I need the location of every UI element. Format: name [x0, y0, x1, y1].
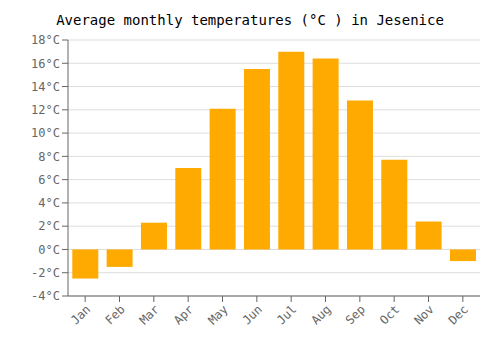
- svg-text:Jan: Jan: [68, 302, 93, 327]
- svg-text:Oct: Oct: [377, 302, 402, 327]
- svg-text:8°C: 8°C: [38, 150, 60, 164]
- svg-text:18°C: 18°C: [31, 33, 60, 47]
- html-text:Average monthly temperatures (: Average monthly temperatures (°C ) in Je…: [56, 12, 444, 28]
- svg-text:Feb: Feb: [102, 302, 127, 327]
- svg-text:16°C: 16°C: [31, 57, 60, 71]
- svg-text:6°C: 6°C: [38, 173, 60, 187]
- svg-text:Nov: Nov: [411, 302, 436, 327]
- svg-text:Mar: Mar: [137, 302, 162, 327]
- svg-text:Aug: Aug: [308, 302, 333, 327]
- svg-text:-4°C: -4°C: [31, 289, 60, 303]
- svg-text:4°C: 4°C: [38, 196, 60, 210]
- svg-text:14°C: 14°C: [31, 80, 60, 94]
- svg-text:12°C: 12°C: [31, 103, 60, 117]
- svg-text:Dec: Dec: [446, 302, 471, 327]
- svg-text:Apr: Apr: [171, 302, 196, 327]
- svg-text:Jun: Jun: [240, 302, 265, 327]
- svg-text:Jul: Jul: [274, 302, 299, 327]
- svg-text:Sep: Sep: [343, 302, 368, 327]
- svg-text:0°C: 0°C: [38, 243, 60, 257]
- svg-text:May: May: [205, 302, 230, 327]
- svg-text:-2°C: -2°C: [31, 266, 60, 280]
- svg-text:2°C: 2°C: [38, 219, 60, 233]
- svg-text:10°C: 10°C: [31, 126, 60, 140]
